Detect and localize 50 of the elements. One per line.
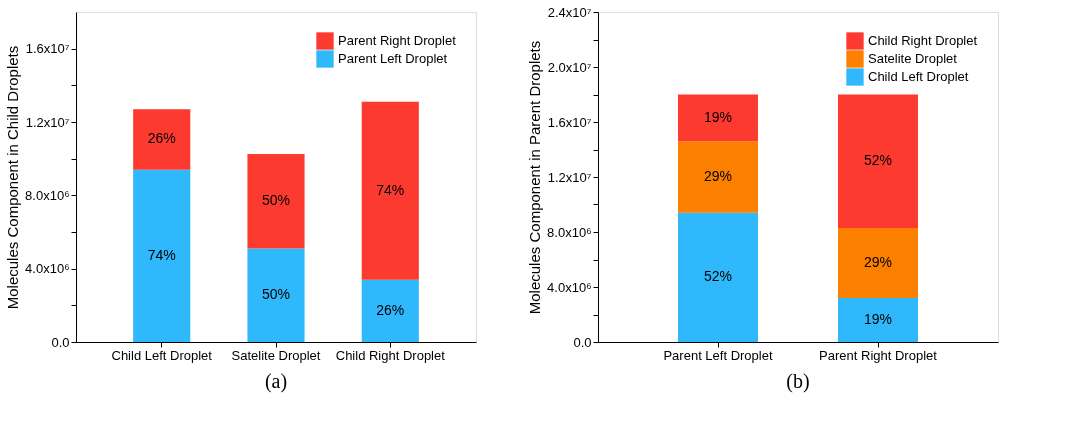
- annotation: 29%: [703, 168, 733, 184]
- y-tick-label: 8.0x10⁶: [547, 224, 592, 240]
- bar: [678, 141, 758, 213]
- bar: [678, 212, 758, 342]
- y-tick-label: 4.0x10⁶: [547, 279, 592, 295]
- bar: [361, 101, 419, 280]
- bar: [133, 109, 191, 170]
- y-tick-label: 2.0x10⁷: [547, 59, 592, 75]
- annotation: 74%: [147, 246, 176, 263]
- y-tick-label: 0.0: [51, 334, 70, 350]
- y-axis-title: Molecules Component in Child Droplets: [4, 45, 22, 310]
- annotation: 19%: [863, 311, 893, 327]
- x-tick-label: Parent Right Droplet: [819, 347, 938, 363]
- y-tick-label: 2.4x10⁷: [547, 4, 592, 20]
- y-tick-label: 0.0: [573, 334, 592, 350]
- y-tick-label: 1.2x10⁷: [547, 169, 592, 185]
- legend-label: Child Left Droplet: [868, 69, 969, 84]
- y-axis-title: Molecules Component in Parent Droplets: [526, 40, 544, 315]
- legend-label: Child Right Droplet: [868, 33, 978, 48]
- y-tick-label: 4.0x10⁶: [25, 261, 70, 277]
- annotation: 50%: [261, 286, 291, 303]
- y-tick-label: 1.2x10⁷: [25, 114, 70, 130]
- text: (a): [264, 370, 288, 393]
- bar: [247, 248, 305, 342]
- annotation: 26%: [147, 130, 176, 147]
- y-tick-label: 1.6x10⁷: [547, 114, 592, 130]
- x-tick-label: Satelite Droplet: [231, 347, 321, 363]
- annotation: 19%: [703, 108, 733, 125]
- y-tick-label: 1.6x10⁷: [25, 41, 70, 57]
- bar: [838, 298, 918, 342]
- annotation: 74%: [376, 181, 405, 198]
- bar: [838, 227, 918, 298]
- text: (b): [786, 370, 810, 393]
- x-tick-label: Child Right Droplet: [335, 347, 446, 363]
- annotation: 50%: [261, 192, 291, 209]
- annotation: 52%: [703, 268, 733, 285]
- annotation: 52%: [863, 152, 893, 169]
- legend-label: Satelite Droplet: [868, 51, 958, 66]
- bar: [361, 279, 419, 342]
- bar: [133, 169, 191, 342]
- bar: [678, 94, 758, 142]
- bar: [247, 154, 305, 249]
- legend-label: Parent Left Droplet: [338, 51, 448, 66]
- x-tick-label: Child Left Droplet: [111, 347, 213, 363]
- legend-label: Parent Right Droplet: [338, 33, 457, 48]
- annotation: 26%: [376, 301, 405, 318]
- bar: [838, 94, 918, 228]
- annotation: 29%: [863, 253, 893, 270]
- y-tick-label: 8.0x10⁶: [25, 187, 70, 203]
- x-tick-label: Parent Left Droplet: [663, 347, 773, 363]
